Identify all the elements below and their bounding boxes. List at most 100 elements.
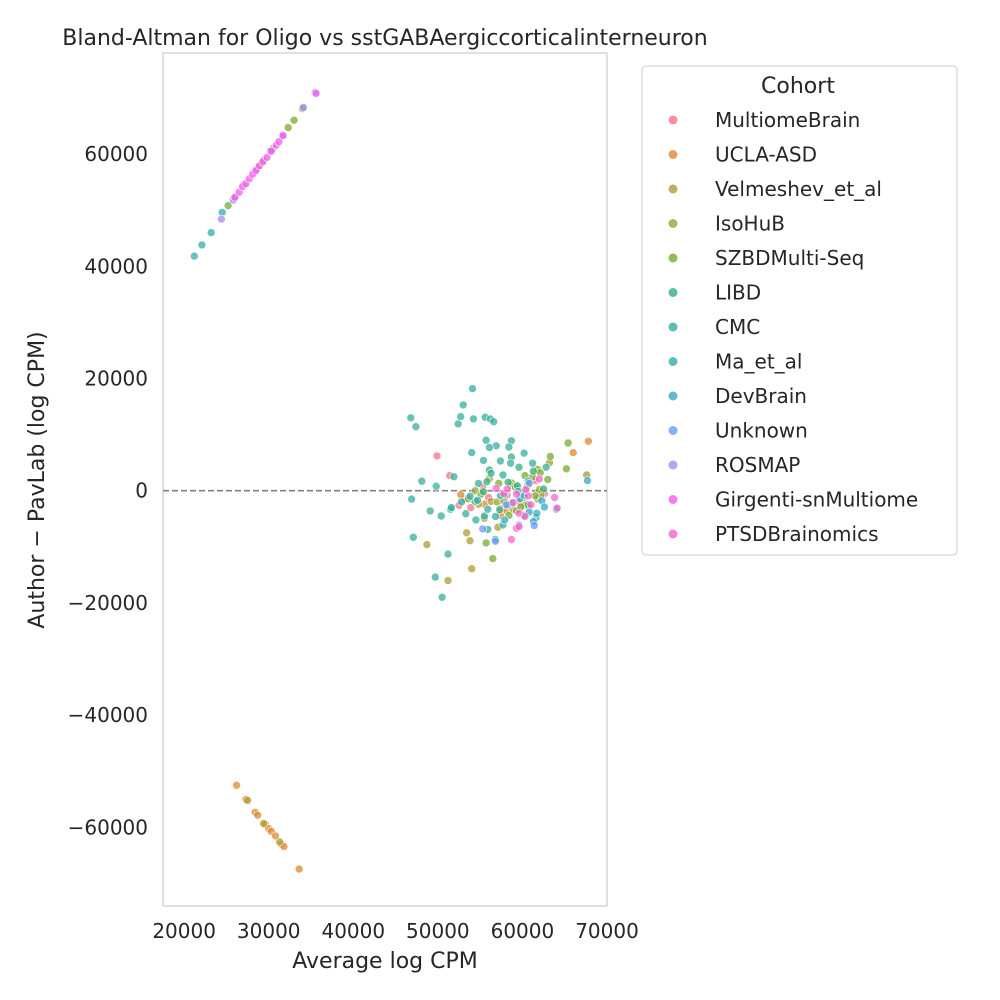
legend-label: ROSMAP xyxy=(715,453,800,477)
data-point xyxy=(278,131,288,140)
legend-marker xyxy=(668,391,678,401)
legend-marker xyxy=(668,115,678,125)
data-point xyxy=(425,506,435,516)
x-tick-label: 50000 xyxy=(406,919,470,943)
data-point xyxy=(259,819,268,828)
legend-label: Girgenti-snMultiome xyxy=(715,488,918,512)
data-point xyxy=(540,502,549,512)
data-point xyxy=(467,448,477,457)
x-tick-label: 60000 xyxy=(491,919,555,943)
data-point xyxy=(552,503,562,513)
data-point xyxy=(465,536,475,546)
data-point xyxy=(521,485,531,494)
data-point xyxy=(437,592,447,602)
data-point xyxy=(584,436,593,446)
legend-item: DevBrain xyxy=(668,384,807,408)
legend-label: DevBrain xyxy=(715,384,807,408)
data-point xyxy=(550,493,559,502)
data-point xyxy=(498,470,508,480)
legend-item: Ma_et_al xyxy=(668,350,802,374)
y-tick-label: −60000 xyxy=(68,815,148,839)
data-point xyxy=(480,511,489,521)
data-point xyxy=(539,484,548,494)
data-point xyxy=(467,564,477,574)
y-tick-label: −20000 xyxy=(68,591,148,615)
scatter-points xyxy=(190,88,593,874)
x-tick-label: 20000 xyxy=(152,919,216,943)
legend-label: SZBDMulti-Seq xyxy=(715,246,864,270)
data-point xyxy=(462,528,471,538)
y-tick-label: 20000 xyxy=(84,366,148,390)
data-point xyxy=(514,462,524,472)
x-tick-label: 70000 xyxy=(575,919,639,943)
legend-marker xyxy=(668,460,678,470)
y-axis-ticks: −60000 −40000 −20000 0 20000 40000 60000 xyxy=(68,142,148,839)
data-point xyxy=(432,451,442,461)
legend-marker xyxy=(668,219,678,228)
data-point xyxy=(529,466,538,476)
data-point xyxy=(461,509,471,519)
legend-label: Velmeshev_et_al xyxy=(715,177,882,201)
legend-label: MultiomeBrain xyxy=(715,108,860,132)
data-point xyxy=(486,468,496,478)
data-point xyxy=(456,412,466,421)
data-point xyxy=(483,504,493,514)
legend-item: Unknown xyxy=(668,419,808,443)
data-point xyxy=(532,508,542,518)
data-point xyxy=(253,810,263,820)
chart-title: Bland-Altman for Oligo vs sstGABAergicco… xyxy=(62,26,707,51)
data-point xyxy=(479,487,488,497)
data-point xyxy=(283,123,293,132)
legend-item: Girgenti-snMultiome xyxy=(668,488,918,512)
legend-item: ROSMAP xyxy=(668,453,800,477)
data-point xyxy=(481,435,491,445)
legend-title: Cohort xyxy=(761,74,835,99)
legend-item: Velmeshev_et_al xyxy=(668,177,882,201)
data-point xyxy=(514,522,524,531)
legend-label: Ma_et_al xyxy=(715,350,802,374)
legend-marker xyxy=(668,184,678,194)
data-point xyxy=(417,476,427,486)
legend-marker xyxy=(668,288,678,297)
data-point xyxy=(489,417,499,427)
data-point xyxy=(526,500,536,510)
data-point xyxy=(465,491,475,501)
y-tick-label: 0 xyxy=(135,479,148,503)
x-axis-title: Average log CPM xyxy=(292,949,477,974)
data-point xyxy=(457,497,466,507)
x-tick-label: 40000 xyxy=(321,919,385,943)
y-tick-label: 60000 xyxy=(84,142,148,166)
data-point xyxy=(449,472,459,482)
legend-marker xyxy=(668,322,678,332)
legend-items: MultiomeBrain UCLA-ASD Velmeshev_et_al IsoH… xyxy=(668,108,918,546)
legend-item: UCLA-ASD xyxy=(668,143,817,167)
plot-area xyxy=(162,52,608,907)
data-point xyxy=(190,251,199,261)
legend-item: CMC xyxy=(668,315,760,339)
data-point xyxy=(507,535,516,544)
data-point xyxy=(453,419,463,429)
data-point xyxy=(311,89,321,98)
data-point xyxy=(299,103,308,112)
legend-marker xyxy=(668,253,678,263)
data-point xyxy=(436,511,446,521)
data-point xyxy=(466,503,476,512)
data-point xyxy=(528,458,537,468)
data-point xyxy=(243,796,252,805)
data-point xyxy=(495,505,504,515)
data-point xyxy=(294,864,304,874)
data-point xyxy=(491,536,500,546)
data-point xyxy=(271,831,280,841)
legend-label: CMC xyxy=(715,315,760,339)
data-point xyxy=(469,414,478,424)
data-point xyxy=(262,153,272,162)
data-point xyxy=(545,452,555,461)
legend-frame xyxy=(641,65,958,556)
data-point xyxy=(289,116,299,125)
data-point xyxy=(479,456,488,465)
data-point xyxy=(407,494,416,504)
data-point xyxy=(275,837,285,847)
data-point xyxy=(506,458,515,468)
data-point xyxy=(408,532,418,542)
data-point xyxy=(430,572,440,582)
